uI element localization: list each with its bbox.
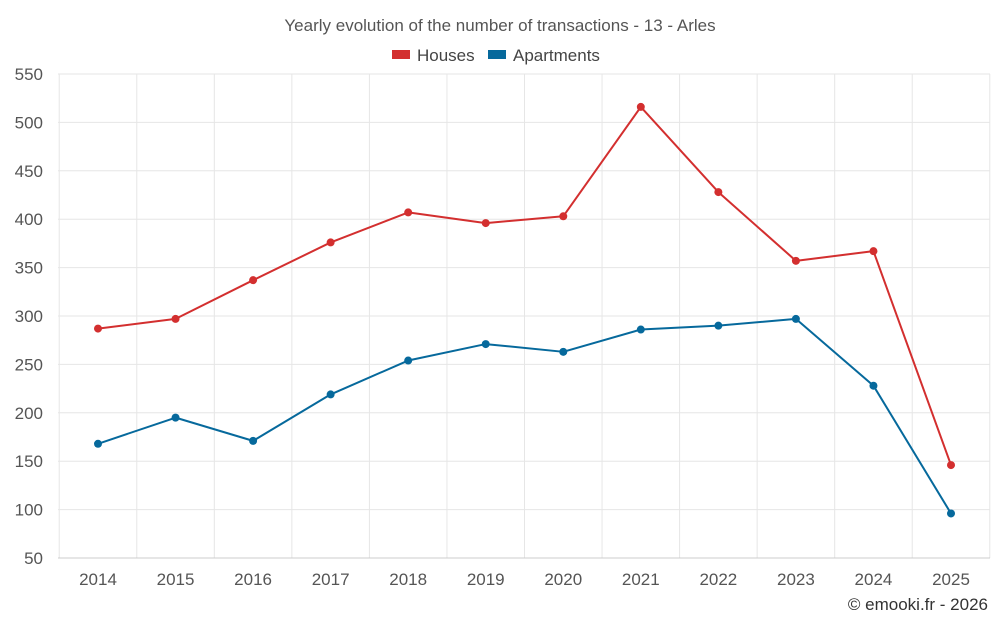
data-point-houses[interactable] (869, 247, 878, 256)
y-tick-label: 450 (15, 162, 43, 181)
data-point-apartments[interactable] (404, 356, 413, 365)
legend-swatch (392, 50, 410, 59)
data-point-houses[interactable] (791, 256, 800, 265)
x-tick-label: 2021 (622, 570, 660, 589)
x-tick-label: 2015 (157, 570, 195, 589)
data-point-houses[interactable] (947, 461, 955, 470)
x-tick-label: 2019 (467, 570, 505, 589)
series-lines (94, 102, 955, 518)
legend-item-apartments[interactable]: Apartments (488, 46, 600, 65)
data-point-houses[interactable] (481, 219, 490, 228)
x-tick-label: 2025 (932, 570, 970, 589)
x-tick-label: 2023 (777, 570, 815, 589)
legend-item-houses[interactable]: Houses (392, 46, 475, 65)
data-point-apartments[interactable] (714, 321, 723, 330)
legend-swatch (488, 50, 506, 59)
data-point-apartments[interactable] (791, 314, 800, 323)
data-point-houses[interactable] (559, 212, 568, 221)
y-tick-label: 250 (15, 355, 43, 374)
chart-title: Yearly evolution of the number of transa… (284, 16, 715, 35)
data-point-apartments[interactable] (94, 439, 102, 448)
y-tick-label: 500 (15, 113, 43, 132)
data-point-apartments[interactable] (947, 509, 955, 518)
data-point-apartments[interactable] (869, 381, 878, 390)
y-tick-label: 200 (15, 404, 43, 423)
data-point-houses[interactable] (249, 276, 258, 285)
data-point-houses[interactable] (636, 102, 645, 111)
y-tick-label: 350 (15, 259, 43, 278)
x-tick-label: 2018 (389, 570, 427, 589)
credit-text: © emooki.fr - 2026 (848, 595, 988, 614)
data-point-apartments[interactable] (559, 347, 568, 356)
data-point-houses[interactable] (404, 208, 413, 217)
data-point-apartments[interactable] (249, 436, 258, 445)
y-tick-label: 50 (24, 549, 43, 568)
data-point-apartments[interactable] (171, 413, 180, 422)
legend: Houses Apartments (392, 46, 600, 65)
series-line-apartments (97, 317, 952, 514)
data-point-houses[interactable] (714, 188, 723, 197)
data-point-houses[interactable] (171, 314, 180, 323)
legend-label: Apartments (513, 46, 600, 65)
data-point-apartments[interactable] (636, 325, 645, 334)
axes: 50 100 150 200 250 300 350 400 450 500 550 2014 2015… (15, 65, 990, 589)
data-point-apartments[interactable] (326, 390, 335, 399)
x-tick-label: 2017 (312, 570, 350, 589)
y-tick-label: 150 (15, 452, 43, 471)
y-tick-label: 300 (15, 307, 43, 326)
y-tick-label: 400 (15, 210, 43, 229)
gridlines (58, 73, 991, 559)
x-tick-label: 2022 (699, 570, 737, 589)
y-tick-label: 100 (15, 501, 43, 520)
x-tick-label: 2020 (544, 570, 582, 589)
series-line-houses (97, 105, 952, 466)
y-tick-label: 550 (15, 65, 43, 84)
x-tick-label: 2016 (234, 570, 272, 589)
legend-label: Houses (417, 46, 475, 65)
data-point-apartments[interactable] (481, 340, 490, 349)
data-point-houses[interactable] (326, 238, 335, 247)
x-tick-label: 2024 (855, 570, 893, 589)
data-point-houses[interactable] (94, 324, 102, 333)
x-tick-label: 2014 (79, 570, 117, 589)
